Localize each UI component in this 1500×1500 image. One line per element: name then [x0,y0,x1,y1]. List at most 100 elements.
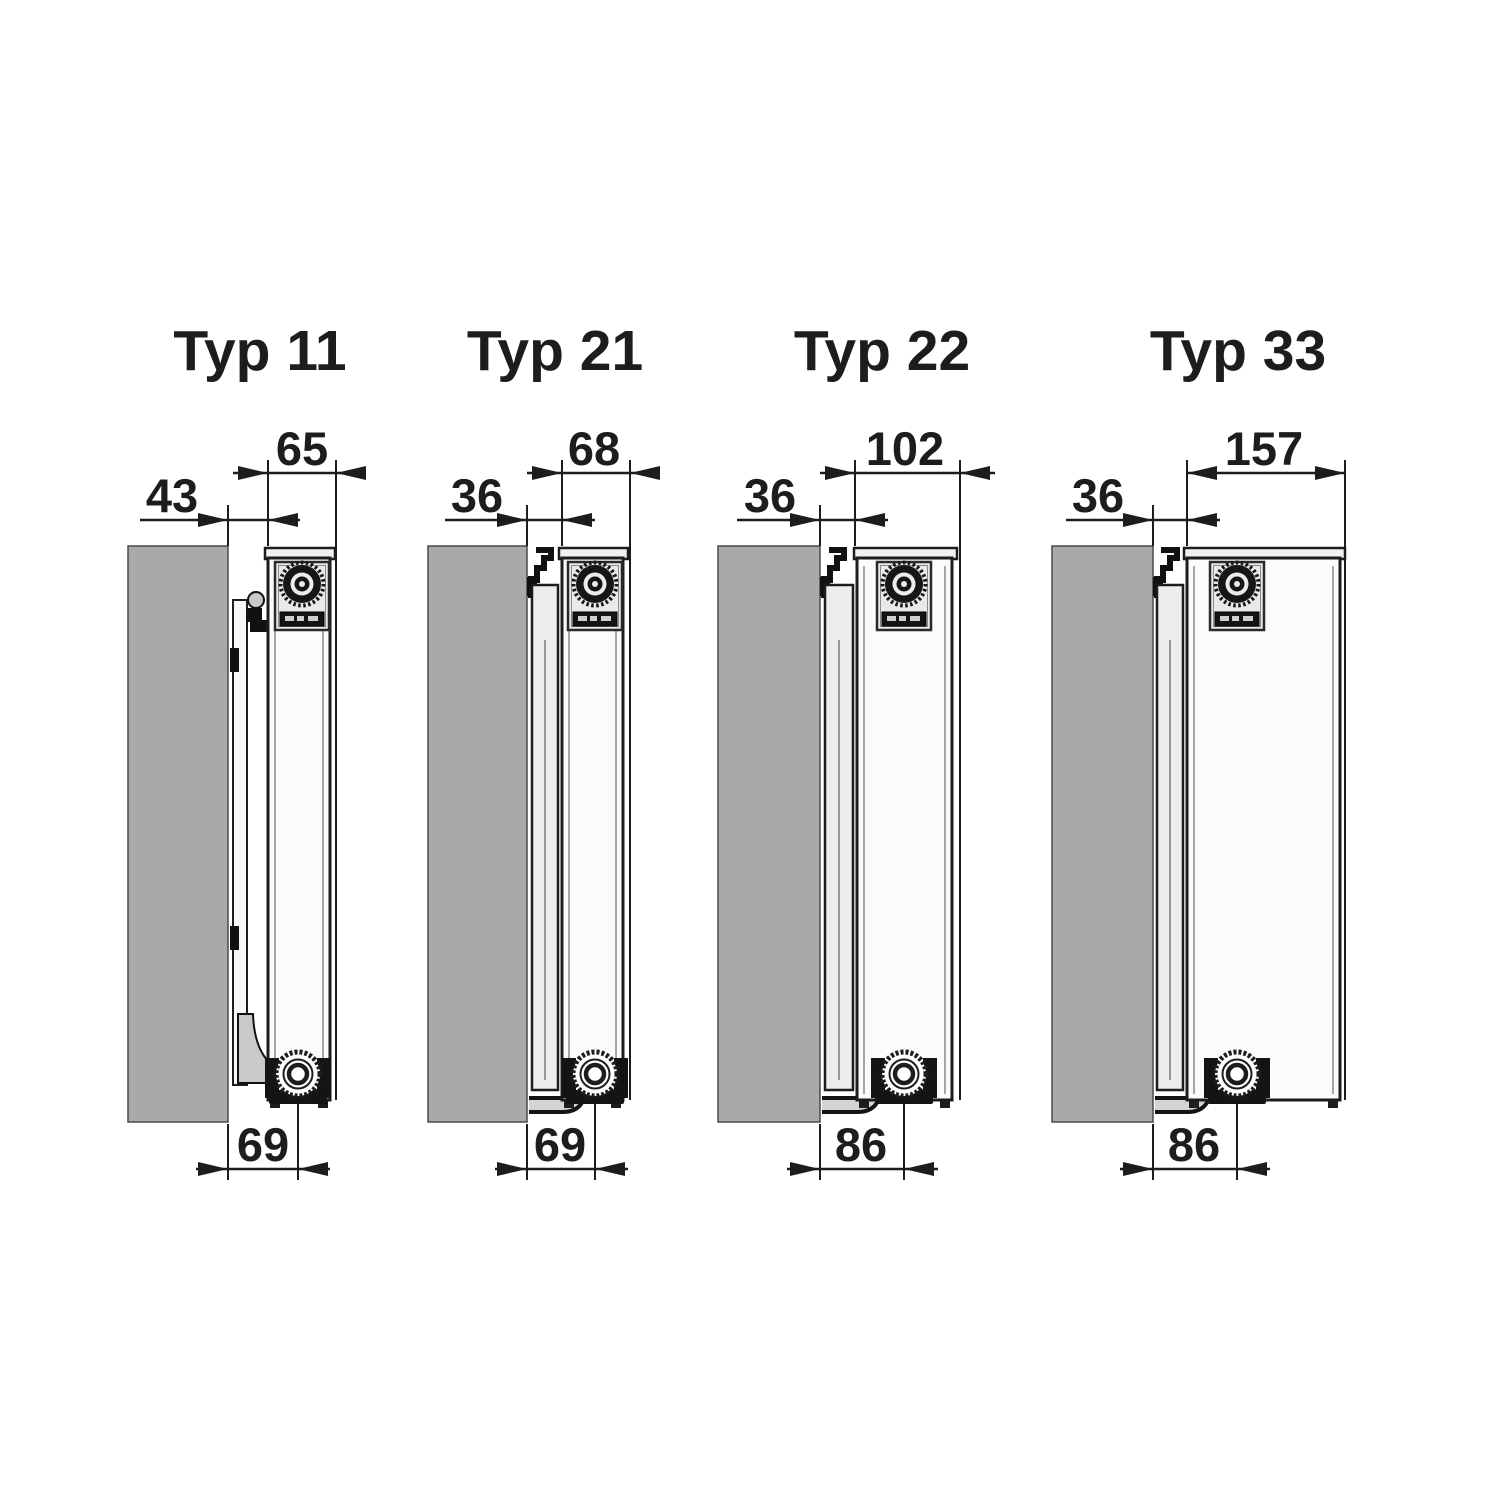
brand-label-glyphs [590,616,597,621]
hanger-bracket [246,608,262,622]
dimension-label: 36 [1072,469,1124,522]
radiator-front-panel [560,556,625,1102]
brand-label-glyphs [308,616,318,621]
dimension-arrow [1187,466,1217,480]
valve-knob-icon [1213,560,1261,608]
dimension-label: 43 [146,469,198,522]
dimension: 157 [1187,422,1345,480]
valve-knob-icon [571,560,619,608]
pipe-connection-icon [1204,1049,1270,1104]
panel-foot [1189,1100,1199,1108]
radiator-front-panel [266,556,332,1102]
wall-section [1051,545,1154,1123]
brand-label-glyphs [887,616,896,621]
dimension-label: 65 [276,422,328,475]
bracket-nub [230,648,239,672]
wall-section [427,545,528,1123]
knob-teeth [278,560,326,608]
dimension-arrow [960,466,990,480]
brand-label-glyphs [910,616,920,621]
radiator-typ-11: 65 43 69 Typ 11 [127,319,366,1180]
dimension: 36 [1066,469,1220,527]
dimension-arrow [532,466,562,480]
dimension-label: 69 [534,1118,586,1171]
brand-label [881,611,927,627]
dimension-arrow [497,1162,527,1176]
dimension-arrow [790,513,820,527]
pipe-connection-icon [562,1049,628,1104]
brand-label [279,611,325,627]
dimension-arrow [595,1162,625,1176]
type-title: Typ 21 [467,319,643,383]
dimension-arrow [497,513,527,527]
dimension-label: 157 [1225,422,1303,475]
knob-teeth [880,560,928,608]
dimensions-typ-21: 68 36 69 [445,422,660,1180]
dimension-arrow [904,1162,934,1176]
knob-center [1234,581,1240,587]
panel-foot [1328,1100,1338,1108]
wall-section [717,545,821,1123]
brand-label-glyphs [1220,616,1229,621]
brand-label-glyphs [297,616,304,621]
dimension-arrow [298,1162,328,1176]
dimension-label: 86 [835,1118,887,1171]
brand-label-glyphs [899,616,906,621]
type-title: Typ 22 [794,319,970,383]
type-title: Typ 33 [1150,319,1326,383]
dimension-arrow [238,466,268,480]
radiator-typ-21: 68 36 69 Typ 21 [427,319,660,1180]
hanger-bracket-roller [247,591,265,609]
brand-label [1214,611,1260,627]
dimension-arrow [1123,1162,1153,1176]
pipe-shoulder-left [871,1058,885,1098]
pipe-shoulder-left [1204,1058,1218,1098]
dimension-arrow [268,513,298,527]
knob-teeth [1213,560,1261,608]
pipe-bore [1225,1062,1249,1086]
dimensions-typ-33: 157 36 86 [1066,422,1346,1180]
pipe-bore [286,1062,310,1086]
dimension-label: 68 [568,422,620,475]
knob-teeth [571,560,619,608]
dimension-arrow [790,1162,820,1176]
dimension-arrow [1187,513,1217,527]
brand-label-glyphs [578,616,587,621]
bracket-nub [230,926,239,950]
dimension: 65 [233,422,366,480]
radiator-front-panel [1185,556,1342,1102]
dimension-label: 36 [744,469,796,522]
dimension-arrow [855,513,885,527]
pipe-connection-icon [871,1049,937,1104]
dimension-arrow [1315,466,1345,480]
pipe-shoulder-left [562,1058,576,1098]
dimension: 69 [495,1118,628,1176]
wall-section [127,545,229,1123]
brand-label-glyphs [1232,616,1239,621]
pipe-connection-icon [265,1049,331,1104]
radiator-typ-22: 102 36 86 Typ 22 [717,319,995,1180]
brand-label-glyphs [1243,616,1253,621]
knob-center [901,581,907,587]
dimension-label: 86 [1168,1118,1220,1171]
radiator-typ-33: 157 36 86 Typ 33 [1051,319,1347,1180]
dimension: 102 [820,422,995,480]
dimensions-typ-11: 65 43 69 [140,422,366,1180]
valve-knob-icon [278,560,326,608]
pipe-shoulder-left [265,1058,279,1098]
dimension-arrow [336,466,366,480]
dimension: 86 [787,1118,938,1176]
dimension-label: 69 [237,1118,289,1171]
dimension-arrow [198,1162,228,1176]
dimension-label: 102 [866,422,944,475]
dimension-label: 36 [451,469,503,522]
type-title: Typ 11 [173,319,346,383]
convector-fin [232,599,248,1086]
brand-label-glyphs [285,616,294,621]
pipe-bore [892,1062,916,1086]
dimensions-typ-22: 102 36 86 [737,422,995,1180]
brand-label-glyphs [601,616,611,621]
dimension: 36 [445,469,595,527]
